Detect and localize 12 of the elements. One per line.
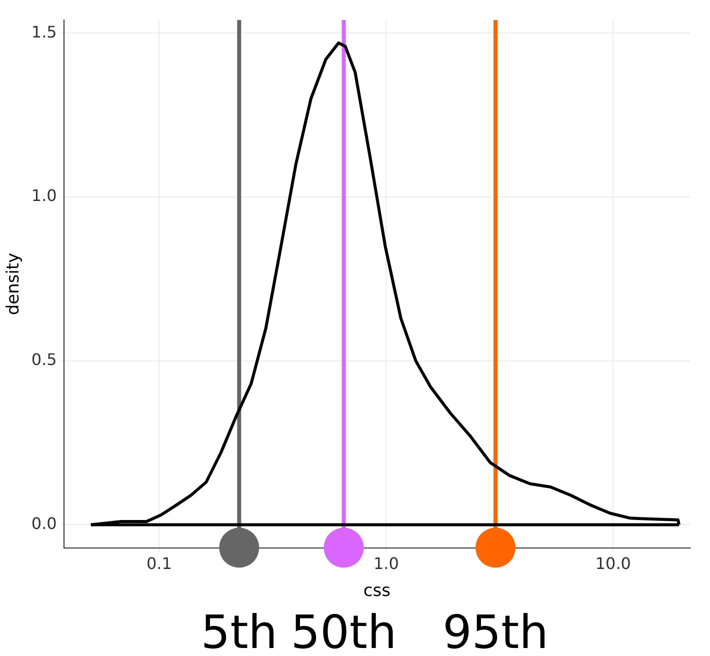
y-axis-title: density <box>4 252 24 316</box>
x-tick-label: 1.0 <box>373 554 399 573</box>
y-tick-label: 0.5 <box>31 350 57 370</box>
x-axis-title: css <box>363 581 391 601</box>
text: 95th <box>442 605 548 656</box>
y-tick-label: 0.0 <box>31 514 57 533</box>
x-tick-label: 0.1 <box>146 554 172 573</box>
y-tick-label: 1.0 <box>31 186 57 206</box>
text: 50th <box>290 605 397 656</box>
y-tick-label: 1.5 <box>31 22 57 42</box>
x-tick-label: 10.0 <box>595 554 631 573</box>
text: 5th <box>200 605 278 656</box>
